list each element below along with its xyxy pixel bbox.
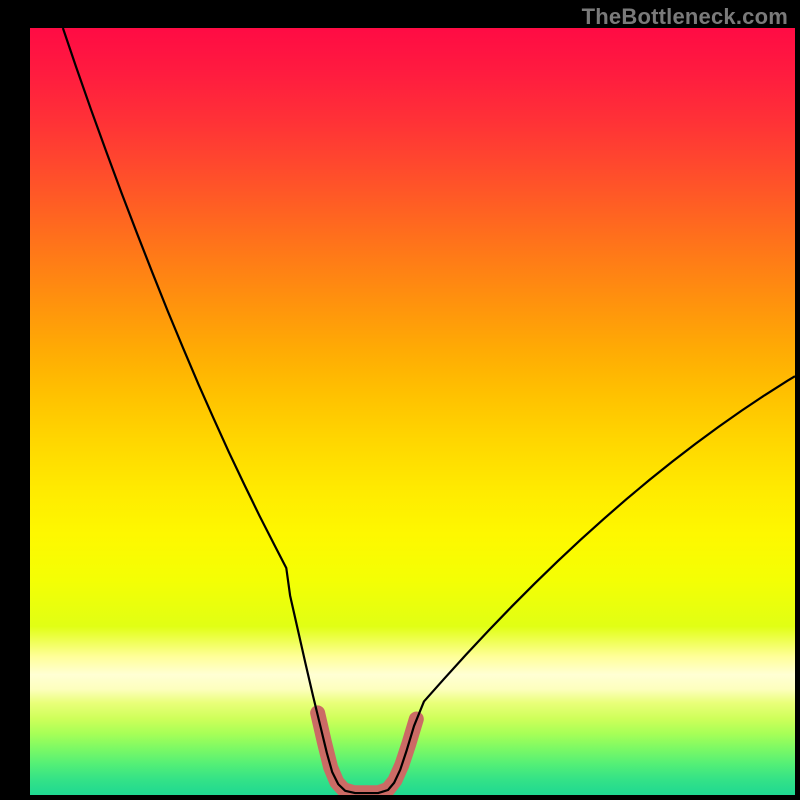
watermark-text: TheBottleneck.com <box>582 4 788 30</box>
gradient-background <box>30 28 795 795</box>
plot-svg <box>30 28 795 795</box>
plot-area <box>30 28 795 795</box>
